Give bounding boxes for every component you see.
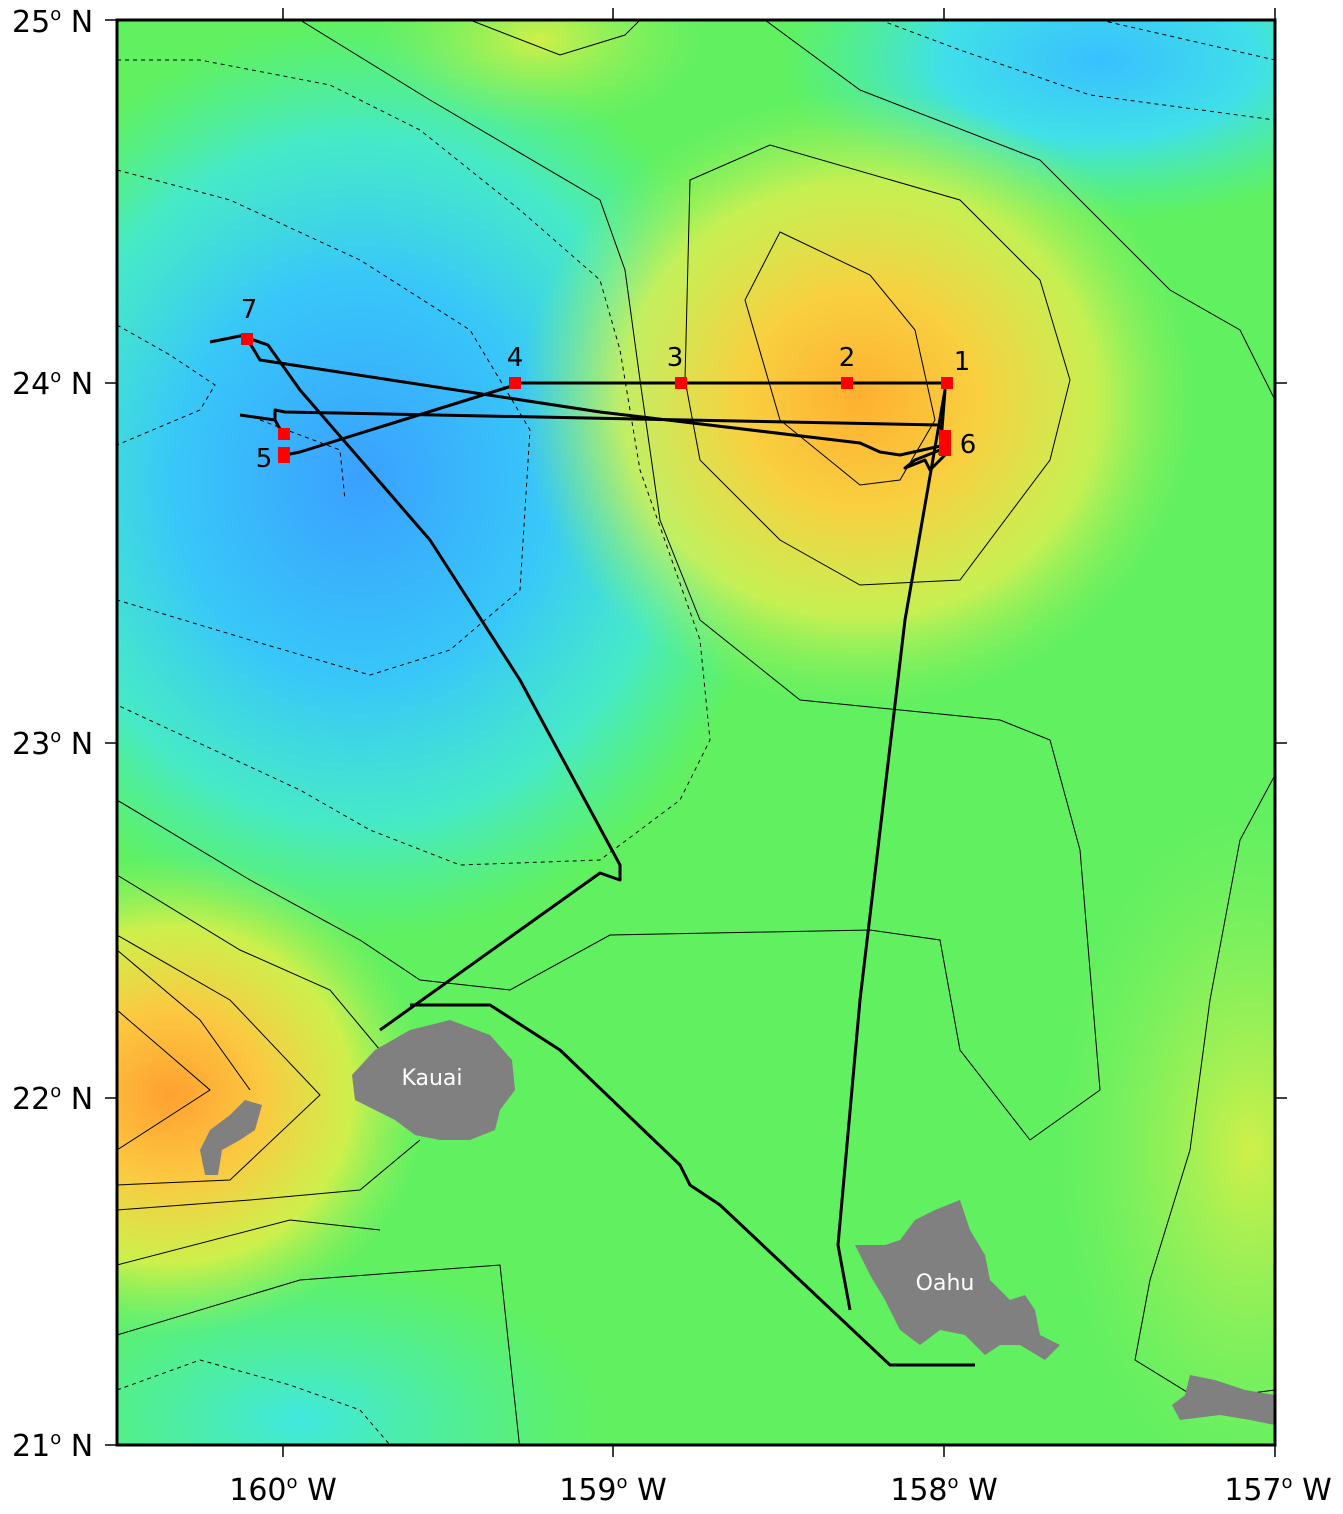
lat-label-24: 24o N	[12, 366, 93, 402]
islands: Kauai Oahu	[200, 1020, 1275, 1425]
station-marker-6[interactable]	[939, 430, 951, 456]
lat-label-22: 22o N	[12, 1081, 93, 1117]
station-label-3: 3	[667, 343, 684, 373]
station-label-2: 2	[839, 343, 856, 373]
kauai-label: Kauai	[401, 1066, 462, 1091]
stations: 1 2 3 4 5 6 7	[241, 295, 977, 474]
molokai-island	[1172, 1375, 1275, 1425]
station-marker-1[interactable]	[941, 377, 953, 389]
lat-label-21: 21o N	[12, 1428, 93, 1464]
lon-label-157: 157o W	[1224, 1472, 1331, 1508]
station-marker-4[interactable]	[509, 377, 521, 389]
oahu-island	[855, 1200, 1060, 1360]
kauai-island	[352, 1020, 515, 1140]
niihau-island	[200, 1100, 262, 1175]
oahu-label: Oahu	[916, 1271, 975, 1296]
station-label-7: 7	[241, 295, 258, 325]
contour-lines	[117, 20, 1275, 1445]
station-label-1: 1	[954, 347, 971, 377]
map-frame	[105, 8, 1287, 1457]
lat-label-23: 23o N	[12, 726, 93, 762]
station-marker-5[interactable]	[278, 428, 290, 440]
lon-label-158: 158o W	[890, 1472, 997, 1508]
station-marker-5b[interactable]	[278, 447, 290, 463]
station-marker-3[interactable]	[675, 377, 687, 389]
station-marker-2[interactable]	[841, 377, 853, 389]
lat-label-25: 25o N	[12, 4, 93, 40]
station-label-6: 6	[960, 430, 977, 460]
longitude-labels: 160o W 159o W 158o W 157o W	[229, 1472, 1331, 1508]
station-label-5: 5	[256, 444, 273, 474]
station-label-4: 4	[507, 343, 524, 373]
lon-label-159: 159o W	[559, 1472, 666, 1508]
latitude-labels: 25o N 24o N 23o N 22o N 21o N	[12, 4, 93, 1464]
station-marker-7[interactable]	[241, 333, 253, 345]
lon-label-160: 160o W	[229, 1472, 336, 1508]
